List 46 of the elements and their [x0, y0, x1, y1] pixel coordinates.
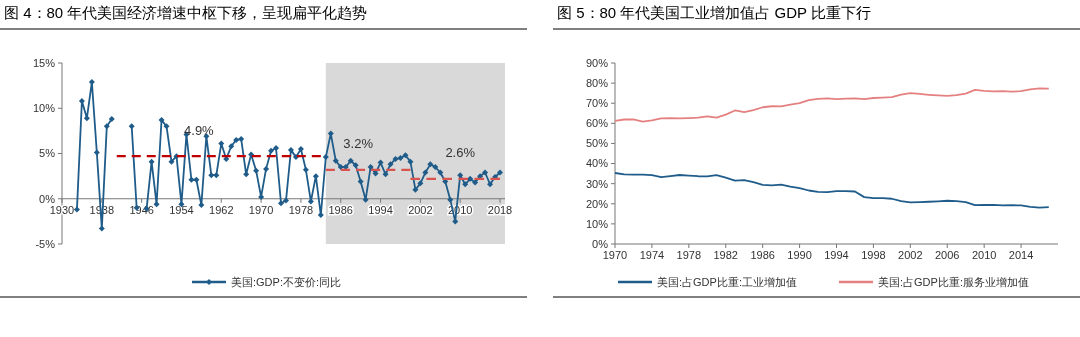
y-tick-label: 0%: [39, 192, 56, 205]
y-tick-label: 10%: [32, 102, 56, 115]
x-tick-label: 1978: [676, 249, 702, 261]
y-tick-label: 5%: [39, 147, 56, 160]
y-tick-label: 20%: [585, 197, 609, 210]
chart-title: 图 5：80 年代美国工业增加值占 GDP 比重下行: [557, 4, 871, 21]
annotation: 3.2%: [343, 136, 374, 152]
x-tick-label: 1970: [602, 249, 628, 261]
y-tick-label: 60%: [585, 117, 609, 130]
x-tick-label: 1978: [288, 203, 314, 216]
y-tick-label: 10%: [585, 217, 609, 230]
x-tick-label: 1954: [169, 203, 194, 216]
y-tick-label: 50%: [585, 137, 609, 150]
line-series: [614, 87, 1050, 123]
legend-label: 美国:占GDP比重:服务业增加值: [878, 275, 1029, 288]
x-tick-label: 1930: [49, 203, 75, 216]
y-tick-label: 0%: [592, 237, 609, 250]
line-series: [614, 172, 1050, 209]
x-tick-label: 1974: [639, 249, 665, 261]
y-tick-label: -5%: [35, 237, 56, 250]
x-tick-label: 1982: [713, 249, 738, 261]
x-tick-label: 1986: [328, 203, 353, 216]
annotation: 2.6%: [445, 145, 476, 161]
legend-label: 美国:占GDP比重:工业增加值: [657, 275, 797, 288]
x-tick-label: 1990: [787, 249, 812, 261]
y-tick-label: 40%: [585, 157, 609, 170]
x-tick-label: 2002: [408, 203, 433, 216]
annotation: 4.9%: [184, 122, 215, 138]
y-tick-label: 30%: [585, 177, 609, 190]
x-tick-label: 2002: [898, 249, 923, 261]
chart-title: 图 4：80 年代美国经济增速中枢下移，呈现扁平化趋势: [4, 4, 368, 21]
x-tick-label: 2014: [1008, 249, 1034, 261]
x-tick-label: 2018: [487, 203, 513, 216]
x-tick-label: 1962: [209, 203, 234, 216]
x-tick-label: 1994: [368, 203, 393, 216]
x-tick-label: 1970: [248, 203, 274, 216]
x-tick-label: 2010: [971, 249, 997, 261]
x-tick-label: 2006: [935, 249, 960, 261]
x-tick-label: 1994: [824, 249, 849, 261]
y-tick-label: 90%: [585, 56, 609, 69]
x-tick-label: 1986: [750, 249, 775, 261]
legend-label: 美国:GDP:不变价:同比: [231, 275, 342, 288]
y-tick-label: 15%: [32, 56, 56, 69]
x-tick-label: 1998: [861, 249, 886, 261]
y-tick-label: 80%: [585, 76, 609, 89]
y-tick-label: 70%: [585, 97, 609, 110]
